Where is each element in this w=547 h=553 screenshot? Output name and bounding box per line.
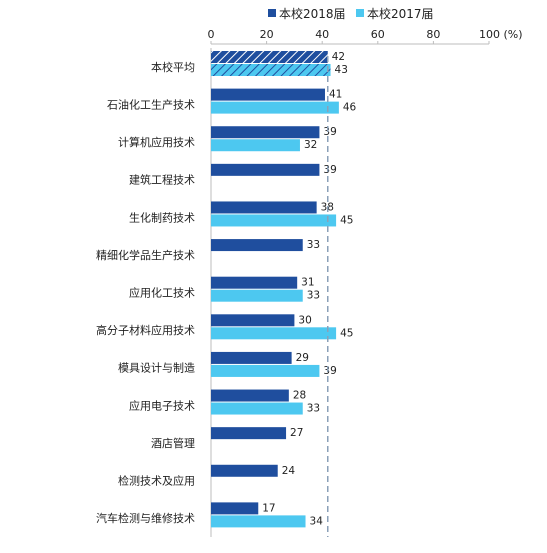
data-label-y2017-6: 33 [307, 290, 320, 302]
legend: 本校2018届 本校2017届 [268, 6, 434, 21]
bar-y2017-9 [211, 402, 303, 415]
category-label-6: 应用化工技术 [129, 286, 195, 300]
category-label-7: 高分子材料应用技术 [96, 323, 195, 337]
x-tick-label-1: 20 [260, 28, 274, 41]
category-label-8: 模具设计与制造 [118, 361, 195, 375]
bars: 4243414639323938453331333045293928332724… [211, 51, 357, 528]
data-label-y2017-12: 34 [310, 515, 324, 527]
data-label-y2018-10: 27 [290, 427, 303, 439]
data-label-y2017-7: 45 [340, 327, 353, 339]
data-label-y2017-2: 32 [304, 139, 317, 151]
category-label-11: 检测技术及应用 [118, 474, 195, 488]
category-label-5: 精细化学品生产技术 [96, 248, 195, 262]
data-label-y2018-12: 17 [262, 502, 275, 514]
bar-y2018-5 [211, 239, 303, 252]
bar-y2017-7 [211, 327, 337, 340]
bar-y2018-2 [211, 126, 320, 139]
bar-y2017-12 [211, 515, 306, 528]
category-label-12: 汽车检测与维修技术 [96, 511, 195, 525]
x-axis: 0 20 40 60 80 100 (%) [208, 28, 523, 45]
category-label-3: 建筑工程技术 [129, 173, 195, 187]
bar-y2018-12 [211, 502, 259, 515]
category-label-2: 计算机应用技术 [118, 135, 195, 149]
bar-y2017-4 [211, 214, 337, 227]
category-label-4: 生化制药技术 [129, 210, 195, 224]
data-label-y2017-9: 33 [307, 403, 320, 415]
bar-y2018-4 [211, 201, 317, 214]
bar-y2018-8 [211, 351, 292, 364]
data-label-y2017-1: 46 [343, 102, 357, 114]
bar-y2017-0 [211, 64, 331, 76]
category-label-1: 石油化工生产技术 [107, 97, 195, 111]
x-tick-label-4: 80 [426, 28, 440, 41]
data-label-y2017-4: 45 [340, 214, 353, 226]
bar-y2017-8 [211, 364, 320, 377]
bar-y2018-9 [211, 389, 289, 402]
bar-y2018-10 [211, 427, 287, 440]
category-label-9: 应用电子技术 [129, 398, 195, 412]
bar-y2018-11 [211, 464, 278, 477]
bar-y2018-1 [211, 88, 325, 101]
bar-y2017-1 [211, 101, 339, 114]
legend-swatch-1 [268, 9, 276, 17]
category-label-10: 酒店管理 [151, 436, 195, 450]
data-label-y2018-6: 31 [301, 277, 314, 289]
data-label-y2018-5: 33 [307, 239, 320, 251]
data-label-y2018-7: 30 [298, 314, 311, 326]
data-label-y2018-0: 42 [332, 51, 345, 63]
bar-y2018-3 [211, 163, 320, 176]
x-tick-label-0: 0 [208, 28, 215, 41]
data-label-y2018-8: 29 [296, 352, 309, 364]
legend-label-2: 本校2017届 [367, 6, 434, 21]
data-label-y2018-1: 41 [329, 89, 342, 101]
bar-y2017-6 [211, 289, 303, 302]
bar-y2018-6 [211, 276, 298, 289]
legend-label-1: 本校2018届 [279, 6, 346, 21]
data-label-y2018-9: 28 [293, 390, 306, 402]
data-label-y2018-11: 24 [282, 465, 296, 477]
x-tick-label-3: 60 [371, 28, 385, 41]
data-label-y2017-0: 43 [335, 64, 348, 76]
bar-y2018-7 [211, 314, 295, 327]
x-tick-label-5: 100 (%) [479, 28, 523, 41]
data-label-y2018-3: 39 [323, 164, 336, 176]
category-label-0: 本校平均 [151, 60, 195, 74]
y-axis: 本校平均石油化工生产技术计算机应用技术建筑工程技术生化制药技术精细化学品生产技术… [96, 48, 212, 537]
data-label-y2017-8: 39 [323, 365, 336, 377]
bar-y2017-2 [211, 139, 300, 152]
bar-y2018-0 [211, 51, 328, 63]
x-tick-label-2: 40 [315, 28, 329, 41]
legend-swatch-2 [356, 9, 364, 17]
data-label-y2018-2: 39 [323, 126, 336, 138]
